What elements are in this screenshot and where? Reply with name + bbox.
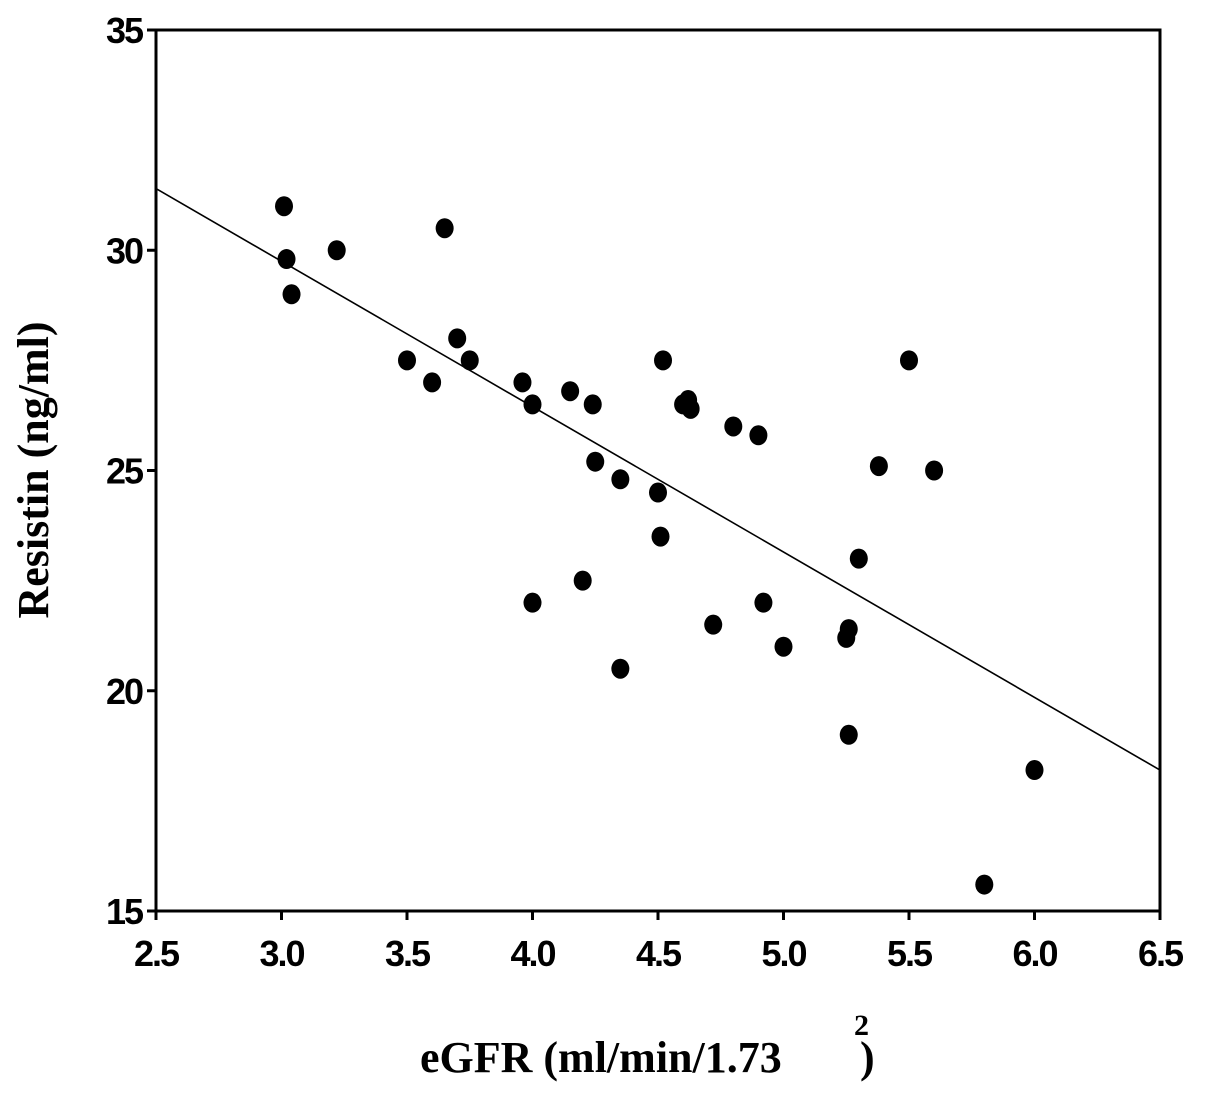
x-tick-label: 4.5: [636, 933, 682, 974]
data-point: [1025, 760, 1044, 781]
data-point: [611, 658, 630, 679]
data-point: [327, 240, 346, 261]
data-point: [423, 372, 442, 393]
x-tick-label: 6.5: [1138, 933, 1184, 974]
data-point: [460, 350, 479, 371]
data-point: [435, 218, 454, 239]
data-point: [849, 548, 868, 569]
data-point: [654, 350, 673, 371]
data-point: [398, 350, 416, 371]
data-point: [900, 350, 918, 371]
data-point: [573, 570, 592, 591]
regression-line: [155, 187, 1161, 771]
data-point: [839, 619, 858, 640]
y-axis-title: Resistin (ng/ml): [9, 322, 58, 619]
x-axis-title: eGFR (ml/min/1.73: [420, 1033, 782, 1082]
data-point: [586, 451, 605, 472]
data-point: [583, 394, 602, 415]
data-point: [523, 394, 542, 415]
data-point: [839, 724, 858, 745]
data-point: [523, 592, 542, 613]
x-axis-title-close: ): [860, 1033, 875, 1082]
x-axis-title-superscript: 2: [854, 1009, 869, 1042]
x-tick-label: 3.0: [259, 933, 304, 974]
data-point: [749, 425, 768, 446]
data-point: [448, 328, 467, 349]
x-tick-label: 2.5: [134, 933, 180, 974]
y-tick-label: 20: [106, 671, 143, 712]
data-point: [774, 636, 793, 657]
data-point: [611, 469, 630, 490]
data-point: [724, 416, 743, 437]
y-axis-ticks: 15 20 25 30 35: [106, 10, 156, 932]
y-tick-label: 30: [106, 230, 143, 271]
y-tick-label: 35: [106, 10, 144, 51]
data-point: [275, 196, 294, 217]
x-tick-label: 5.0: [761, 933, 806, 974]
x-axis-ticks: 2.5 3.0 3.5 4.0 4.5 5.0 5.5 6.0 6.5: [134, 911, 1186, 974]
data-point: [869, 456, 888, 477]
data-point: [704, 614, 723, 635]
plot-frame: [154, 28, 1162, 913]
x-tick-label: 5.5: [887, 933, 933, 974]
data-point: [651, 526, 670, 547]
data-points: [275, 196, 1044, 895]
data-point: [925, 460, 944, 481]
x-tick-label: 6.0: [1012, 933, 1057, 974]
data-point: [649, 482, 667, 503]
data-point: [513, 372, 532, 393]
data-point: [282, 284, 301, 305]
y-tick-label: 15: [106, 891, 144, 932]
x-tick-label: 3.5: [385, 933, 431, 974]
data-point: [681, 398, 700, 419]
data-point: [754, 592, 773, 613]
data-point: [561, 381, 580, 402]
data-point: [277, 249, 296, 270]
y-tick-label: 25: [106, 451, 144, 492]
x-tick-label: 4.0: [510, 933, 555, 974]
data-point: [975, 874, 994, 895]
